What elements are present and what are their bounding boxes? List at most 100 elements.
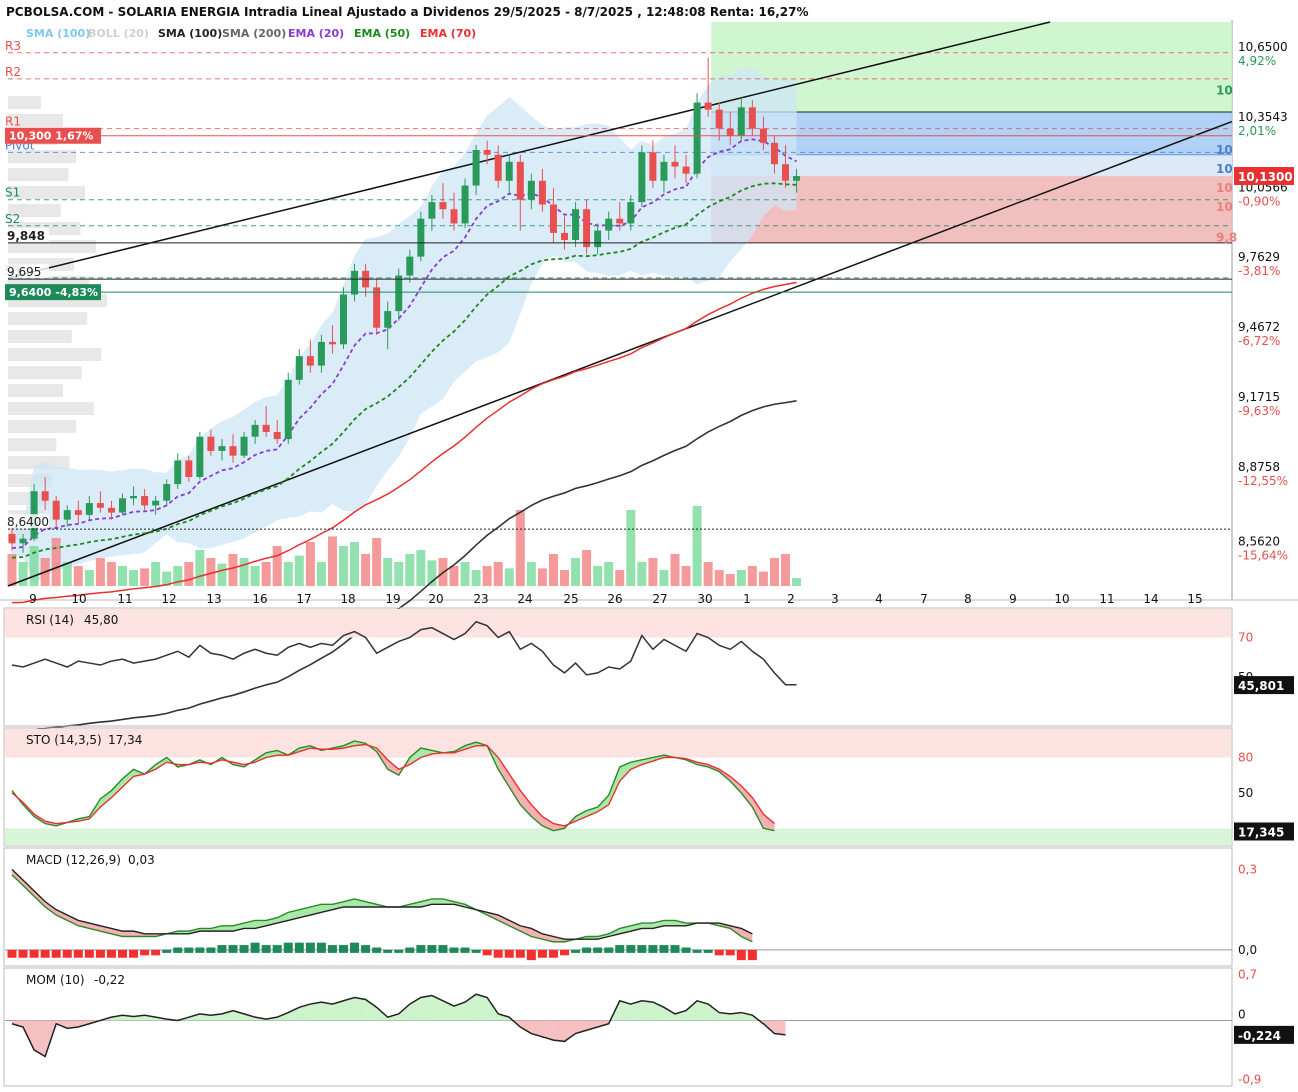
date-tick-label: 24 [517,592,532,606]
sto-fill [498,757,510,787]
volume-bar [692,506,702,586]
candle-body [306,356,314,366]
sto-fill [597,795,609,812]
volume-bar [460,562,470,586]
volume-profile-bar [8,330,72,343]
oversold-zone [5,828,1231,845]
macd-histogram-bar [162,949,172,953]
mom-fill [476,994,488,1021]
volume-bar [206,558,216,586]
pivot-level-label: S2 [5,212,20,226]
candle-body [748,107,756,129]
macd-histogram-bar [482,949,492,956]
volume-bar [18,562,28,586]
price-mark-badge [5,284,101,301]
macd-histogram-bar [692,949,702,953]
target-label: 10 [1216,84,1233,98]
mom-fill [697,1000,709,1021]
candle-body [483,149,491,155]
volume-bar [637,562,647,586]
macd-fill [100,925,112,934]
sto-fill [409,748,421,765]
mom-fill [144,1015,156,1021]
candle-body [450,209,458,224]
date-tick-label: 16 [252,592,267,606]
macd-fill [542,933,554,942]
volume-bar [228,554,238,586]
macd-tick-label: 0,0 [1238,943,1257,957]
bollinger-band [12,68,797,584]
date-tick-label: 8 [964,592,972,606]
pct-tick-label: -0,90% [1238,194,1280,208]
macd-fill [56,909,68,921]
rsi-last-label: 45,801 [1238,679,1284,693]
date-tick-label: 27 [652,592,667,606]
mom-fill [454,1002,466,1021]
candle-body [52,500,60,520]
date-tick-label: 19 [385,592,400,606]
date-tick-label: 13 [206,592,221,606]
date-tick-label: 26 [607,592,622,606]
macd-histogram-bar [659,945,669,953]
sto-k-line [11,740,775,832]
price-panel[interactable]: R3R2R1PivotS1S2S310,300 1,67%9,8489,6959… [0,20,1298,734]
macd-histogram-bar [416,945,426,953]
macd-histogram-bar [670,945,680,953]
macd-fill [266,917,278,926]
candle-body [494,154,502,181]
macd-histogram-bar [714,949,724,956]
candle-body [41,491,49,501]
rsi-panel[interactable]: RSI (14)45,80705045,801 [3,607,1294,727]
mom-fill [332,1000,344,1021]
volume-bar [195,550,205,586]
mom-fill [730,1012,742,1021]
sto-tick-label: 50 [1238,786,1253,800]
candle-body [527,180,535,200]
target-label: 10 [1216,143,1233,157]
volume-bar [416,550,426,586]
sto-tick-label: 80 [1238,751,1253,765]
mom-fill [321,1002,333,1021]
candle-body [693,102,701,174]
volume-bar [515,510,525,586]
legend-item: SMA (200) [222,27,286,40]
momentum-panel[interactable]: MOM (10) -0,22 0,7 0 -0,9 -0,224 [3,967,1294,1087]
macd-histogram-bar [118,949,127,958]
candle-body [218,446,226,451]
volume-bar [526,562,536,586]
candle-body [793,176,801,181]
volume-profile-bar [8,114,63,127]
mom-fill [343,997,355,1021]
target-label: 10 [1216,200,1233,214]
stochastic-panel[interactable]: STO (14,3,5) 17,34 80 50 17,345 [3,727,1294,847]
candle-body [616,218,624,224]
candle-body [594,230,602,248]
sto-fill [763,814,775,831]
volume-bar [681,566,691,586]
volume-bar [615,570,625,586]
macd-panel[interactable]: MACD (12,26,9) 0,03 0,3 0,0 [3,847,1257,967]
candle-body [85,503,93,515]
macd-histogram-bar [195,947,205,953]
sto-fill [586,807,598,817]
volume-profile-bar [8,168,69,181]
volume-bar [560,570,569,586]
macd-histogram-bar [106,949,116,958]
sto-fill [509,774,521,805]
pct-tick-label: -3,81% [1238,264,1280,278]
volume-bar [316,562,326,586]
macd-histogram-bar [537,949,547,958]
candle-body [107,507,115,513]
candle-body [627,202,635,224]
mom-fill [741,1012,753,1021]
macd-histogram-bar [239,945,249,953]
candle-body [19,538,27,544]
macd-histogram-bar [493,949,503,958]
macd-histogram-bar [615,945,625,953]
volume-bar [339,546,348,586]
macd-histogram-bar [316,942,326,953]
candle-body [428,202,436,219]
macd-histogram-bar [626,945,636,953]
macd-histogram-bar [350,942,360,953]
